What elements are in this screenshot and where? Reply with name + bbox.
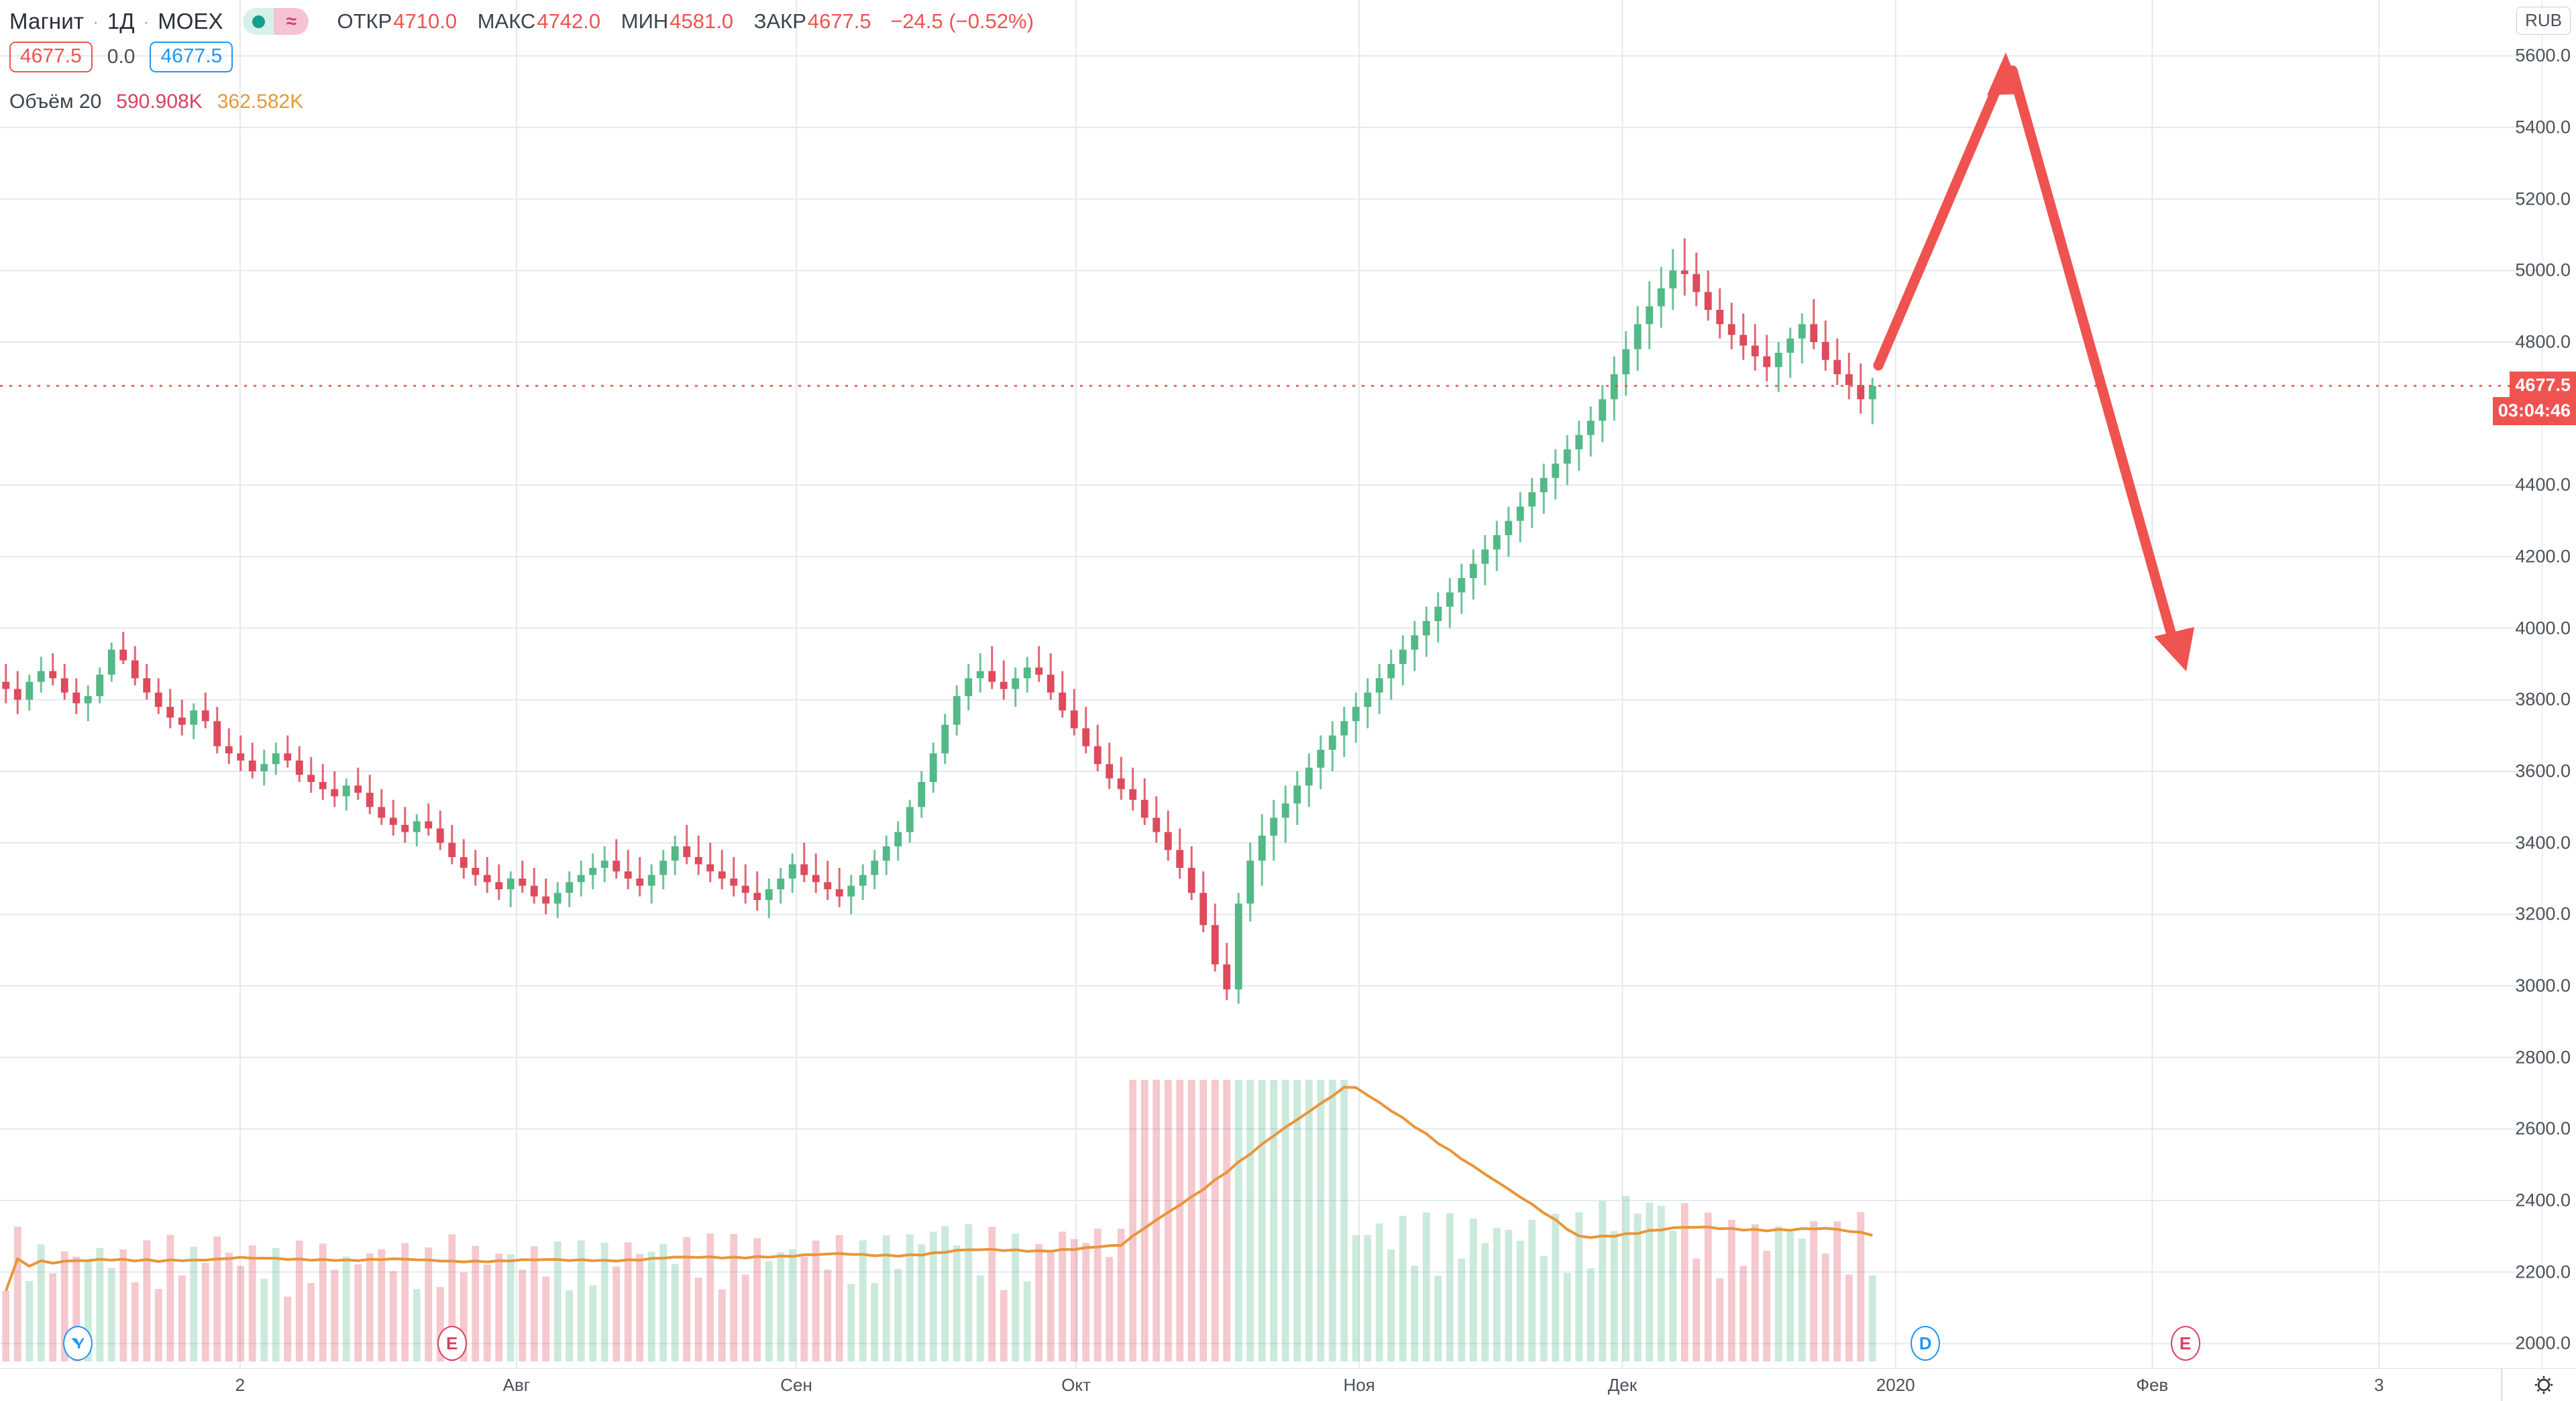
time-tick: Ноя xyxy=(1343,1375,1375,1395)
price-tick: 4800.0 xyxy=(2515,331,2571,352)
price-tick: 3400.0 xyxy=(2515,832,2571,853)
price-tick: 2600.0 xyxy=(2515,1118,2571,1139)
time-tick: Фев xyxy=(2136,1375,2169,1395)
time-tick: Окт xyxy=(1061,1375,1091,1395)
price-tick: 5200.0 xyxy=(2515,188,2571,209)
volume-layer xyxy=(2,1080,1876,1361)
price-tick: 4200.0 xyxy=(2515,546,2571,567)
price-tick: 2000.0 xyxy=(2515,1333,2571,1353)
event-marker-e[interactable]: E xyxy=(2170,1326,2200,1361)
price-tick: 3200.0 xyxy=(2515,903,2571,924)
time-axis[interactable]: 2АвгСенОктНояДек2020Фев3АпрМайИюлАвгСенО… xyxy=(0,1368,2576,1401)
price-tick: 5600.0 xyxy=(2515,45,2571,66)
gear-icon[interactable] xyxy=(2532,1373,2556,1397)
candlestick-layer xyxy=(2,238,1876,1004)
price-axis-labels: RUB 5600.0 5400.0 5200.0 5000.0 4800.0 4400.0… xyxy=(2492,0,2576,1368)
price-tick: 3600.0 xyxy=(2515,761,2571,781)
bar-countdown-badge: 03:04:46 xyxy=(2492,397,2576,426)
price-tick: 2400.0 xyxy=(2515,1190,2571,1211)
time-tick: 2 xyxy=(235,1375,246,1395)
grid-layer xyxy=(0,0,2542,1368)
event-marker-e[interactable]: E xyxy=(437,1326,467,1361)
currency-chip[interactable]: RUB xyxy=(2516,7,2571,35)
chart-plot-area[interactable]: IIIIIIIVV EDEDE xyxy=(0,0,2542,1368)
chart-logo-marker[interactable] xyxy=(62,1326,93,1361)
price-tick: 3000.0 xyxy=(2515,975,2571,996)
price-tick: 5400.0 xyxy=(2515,117,2571,137)
time-tick: 2020 xyxy=(1876,1375,1915,1395)
current-price-badge: 4677.5 xyxy=(2510,372,2576,400)
price-tick: 2800.0 xyxy=(2515,1047,2571,1068)
price-tick: 5000.0 xyxy=(2515,260,2571,280)
price-tick: 2200.0 xyxy=(2515,1262,2571,1282)
time-tick: 3 xyxy=(2374,1375,2384,1395)
price-tick: 3800.0 xyxy=(2515,689,2571,710)
price-axis[interactable] xyxy=(2542,0,2576,1368)
tradingview-logo-icon xyxy=(71,1338,85,1349)
time-tick: Дек xyxy=(1607,1375,1638,1395)
time-tick: Авг xyxy=(502,1375,531,1395)
price-tick: 4000.0 xyxy=(2515,618,2571,638)
event-marker-d[interactable]: D xyxy=(1911,1326,1941,1361)
time-tick: Сен xyxy=(780,1375,812,1395)
annotation-layer xyxy=(0,52,2542,671)
price-tick: 4400.0 xyxy=(2515,474,2571,495)
